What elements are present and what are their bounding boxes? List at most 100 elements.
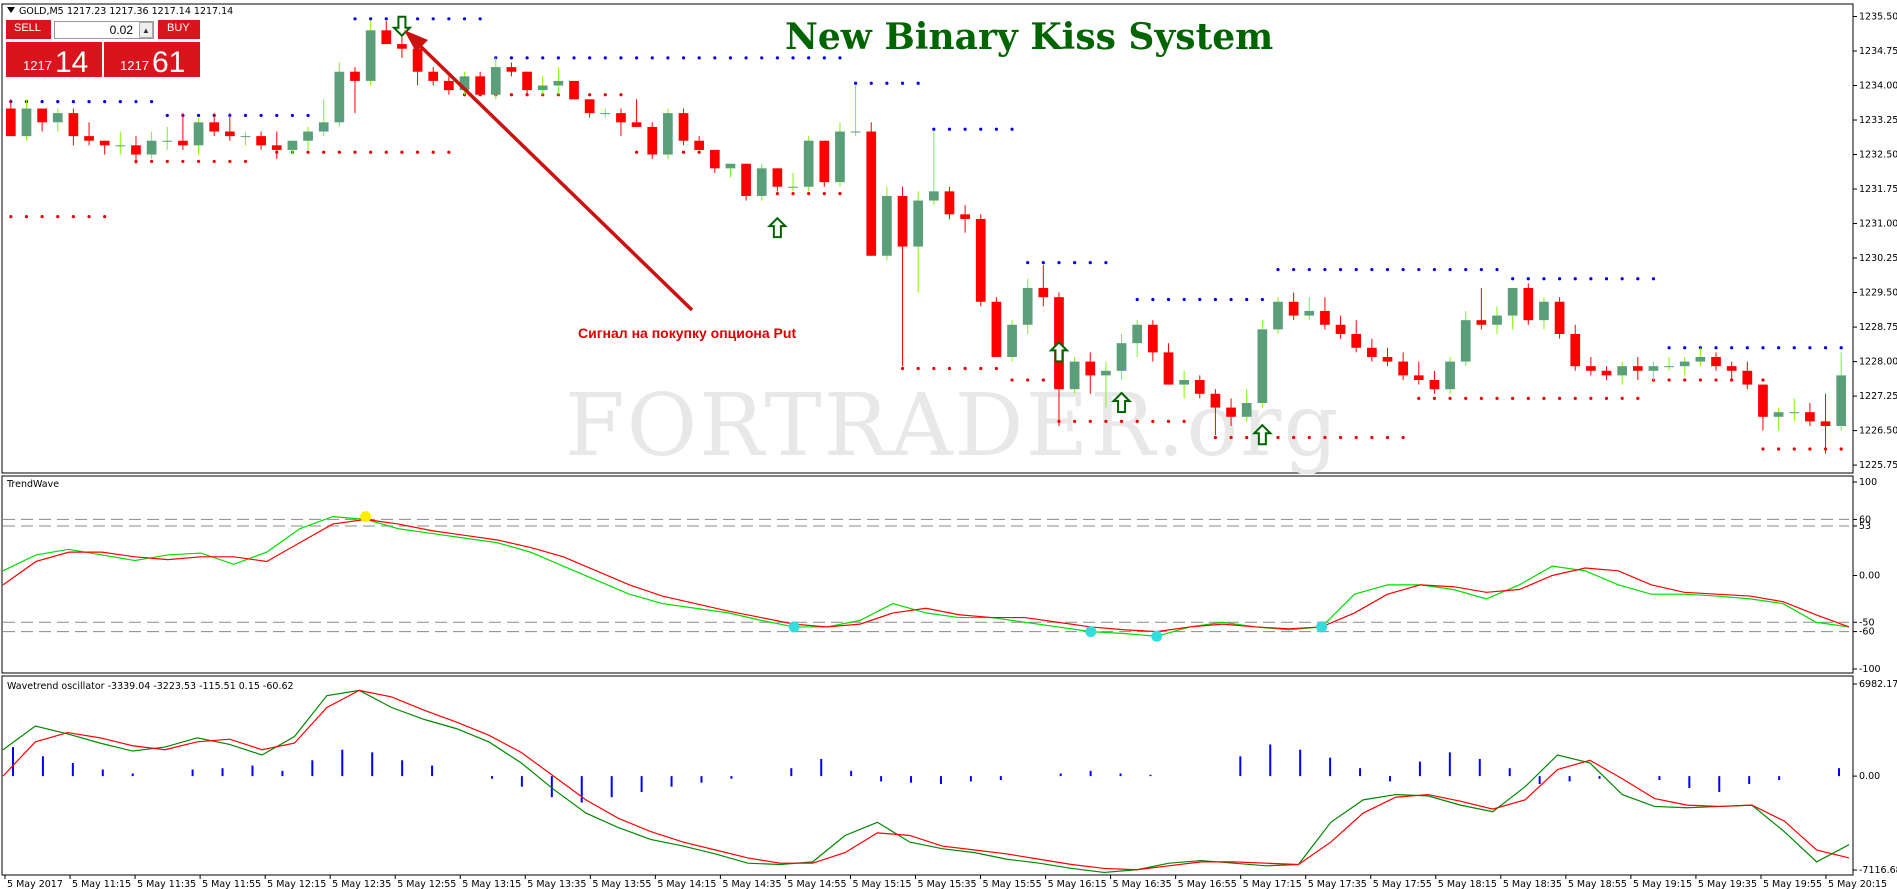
support-dot bbox=[40, 215, 44, 219]
support-dot bbox=[337, 150, 341, 154]
time-tick-label: 5 May 19:15 bbox=[1633, 879, 1692, 889]
resistance-dot bbox=[1745, 346, 1749, 350]
support-dot bbox=[1010, 378, 1014, 382]
candle-body bbox=[1241, 402, 1252, 417]
one-click-trading-panel: SELL ▼ 0.02 ▲ BUY 1217 14 1217 61 bbox=[6, 20, 200, 79]
resistance-dot bbox=[415, 17, 420, 21]
wt-tick-label: 6982.17 bbox=[1859, 679, 1897, 690]
support-dot bbox=[1417, 396, 1421, 400]
support-dot bbox=[1354, 435, 1358, 440]
resistance-dot bbox=[1667, 346, 1671, 350]
support-dot bbox=[1604, 396, 1609, 400]
time-tick-label: 5 May 15:55 bbox=[983, 879, 1042, 889]
resistance-dot bbox=[353, 17, 357, 21]
time-tick-label: 5 May 18:55 bbox=[1568, 879, 1627, 889]
support-dot bbox=[1448, 396, 1452, 400]
support-dot bbox=[1792, 447, 1796, 451]
support-dot bbox=[619, 93, 623, 97]
resistance-dot bbox=[1495, 267, 1499, 272]
support-dot bbox=[431, 150, 435, 154]
tw-tick-label: 53 bbox=[1859, 521, 1871, 532]
resistance-dot bbox=[462, 17, 467, 21]
time-axis: 5 May 2017 5 May 11:15 5 May 11:35 5 May 11… bbox=[4, 875, 1887, 889]
candle-body bbox=[444, 80, 454, 91]
resistance-dot bbox=[1777, 346, 1781, 350]
resistance-dot bbox=[1245, 297, 1249, 302]
trendwave-pane[interactable] bbox=[1, 475, 1854, 674]
wt-tick-label: -7116.68 bbox=[1859, 865, 1897, 876]
support-dot bbox=[1292, 435, 1296, 440]
resistance-dot bbox=[556, 56, 560, 60]
wt-tick-label: 0.00 bbox=[1859, 771, 1880, 782]
support-dot bbox=[24, 215, 29, 219]
candle-body bbox=[334, 71, 345, 123]
price-tick-label: 1231.00 bbox=[1859, 219, 1897, 230]
candle-body bbox=[850, 131, 861, 133]
candle-body bbox=[256, 136, 266, 146]
price-tick-label: 1229.50 bbox=[1859, 288, 1897, 299]
resistance-dot bbox=[384, 17, 388, 21]
up-arrow-icon bbox=[1251, 423, 1273, 446]
resistance-dot bbox=[1198, 297, 1202, 302]
annotation-arrow bbox=[404, 30, 694, 312]
candle-body bbox=[1726, 366, 1737, 371]
support-dot bbox=[1714, 378, 1718, 382]
time-tick-label: 5 May 19:35 bbox=[1698, 879, 1757, 889]
buy-price-box[interactable]: 1217 61 bbox=[104, 42, 200, 79]
candle-body bbox=[1742, 370, 1753, 385]
resistance-dot bbox=[87, 100, 91, 104]
lot-input[interactable]: 0.02 bbox=[54, 21, 154, 39]
candle-body bbox=[1586, 366, 1596, 371]
candle-body bbox=[162, 140, 173, 142]
tw-signal-dot bbox=[360, 511, 372, 523]
resistance-dot bbox=[1213, 297, 1218, 302]
support-dot bbox=[1479, 396, 1483, 400]
support-dot bbox=[384, 150, 388, 154]
resistance-dot bbox=[1166, 297, 1171, 302]
candle-body bbox=[1179, 379, 1189, 385]
time-tick-label: 5 May 17:35 bbox=[1308, 879, 1367, 889]
sell-price-box[interactable]: 1217 14 bbox=[6, 42, 102, 79]
support-dot bbox=[932, 366, 936, 371]
price-tick-label: 1231.75 bbox=[1859, 184, 1897, 195]
support-dot bbox=[1213, 435, 1218, 440]
candle-body bbox=[99, 140, 110, 146]
resistance-dot bbox=[1573, 277, 1577, 281]
resistance-dot bbox=[1808, 346, 1812, 350]
resistance-dot bbox=[947, 127, 952, 131]
price-tick-label: 1227.25 bbox=[1859, 391, 1897, 402]
up-arrow-icon bbox=[766, 216, 788, 239]
candle-body bbox=[1773, 412, 1784, 417]
candle-body bbox=[1163, 352, 1174, 385]
lot-up-arrow[interactable]: ▲ bbox=[139, 22, 153, 38]
chart-title: New Binary Kiss System bbox=[785, 16, 1273, 58]
resistance-dot bbox=[869, 81, 873, 85]
resistance-dot bbox=[1636, 277, 1640, 281]
candle-body bbox=[1226, 407, 1236, 417]
support-dot bbox=[1166, 419, 1171, 423]
resistance-dot bbox=[40, 100, 44, 104]
resistance-dot bbox=[1589, 277, 1593, 281]
candle-body bbox=[1539, 301, 1549, 321]
resistance-dot bbox=[885, 81, 889, 85]
candle-body bbox=[1038, 287, 1049, 298]
symbol-label: GOLD,M5 bbox=[19, 6, 64, 17]
candle-body bbox=[1758, 384, 1768, 417]
candle-body bbox=[1648, 366, 1659, 371]
candle-body bbox=[506, 67, 517, 72]
sell-price-big: 14 bbox=[55, 46, 89, 79]
collapse-triangle-icon[interactable] bbox=[7, 7, 15, 13]
candle-body bbox=[52, 113, 63, 123]
candle-body bbox=[381, 30, 392, 45]
resistance-dot bbox=[1260, 297, 1264, 302]
resistance-dot bbox=[103, 100, 107, 104]
main-pane[interactable] bbox=[1, 3, 1854, 474]
resistance-dot bbox=[1088, 261, 1092, 265]
time-tick-label: 5 May 12:55 bbox=[397, 879, 456, 889]
candle-body bbox=[240, 136, 251, 138]
sell-button[interactable]: SELL bbox=[6, 20, 51, 39]
sell-price-small: 1217 bbox=[23, 58, 52, 73]
buy-button[interactable]: BUY bbox=[158, 20, 200, 39]
candle-body bbox=[412, 48, 423, 72]
